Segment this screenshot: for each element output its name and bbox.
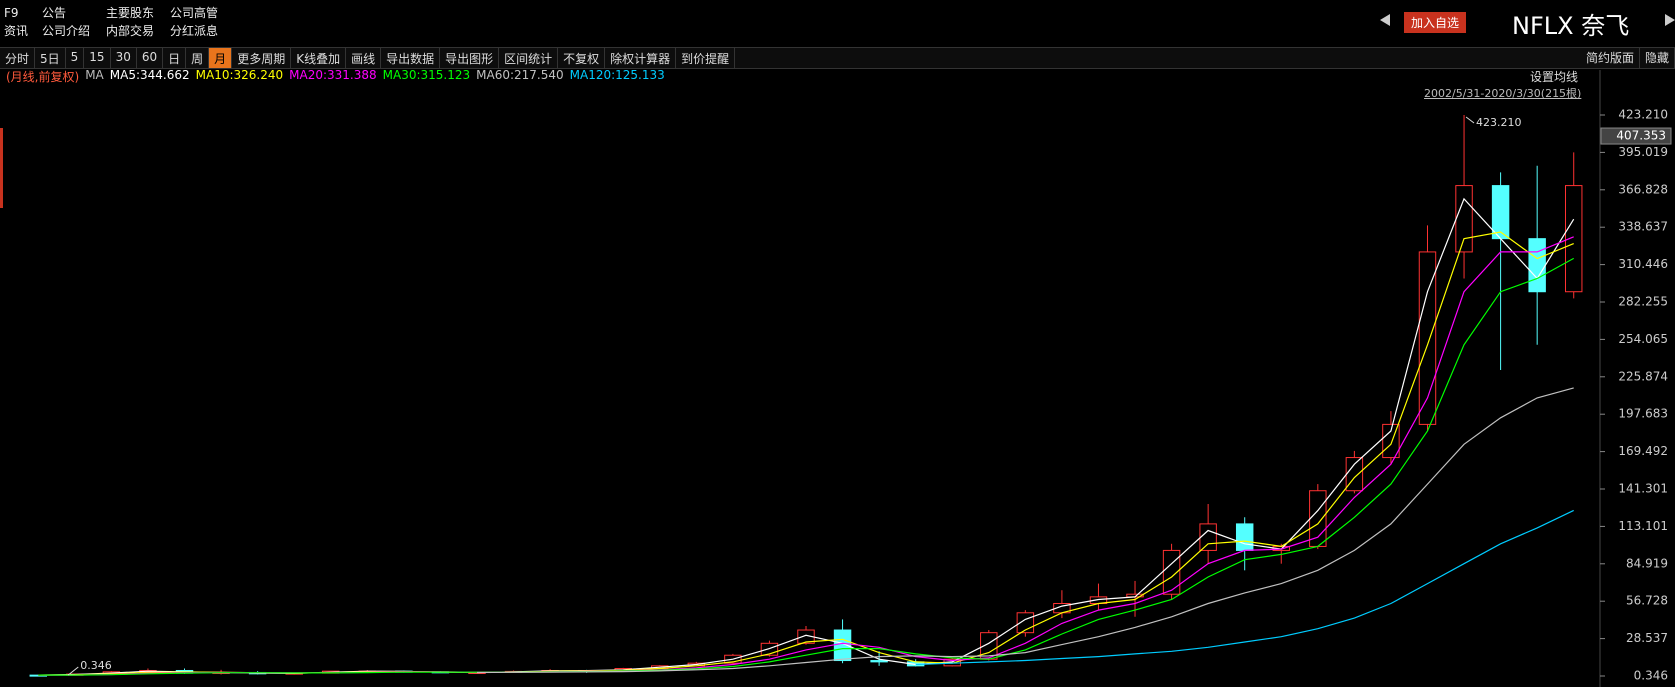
nav-col: F9 资讯	[4, 4, 28, 40]
y-tick-label: 366.828	[1618, 182, 1668, 196]
y-tick-label: 169.492	[1618, 444, 1668, 458]
toolbar-button[interactable]: 到价提醒	[676, 48, 736, 68]
min-pointer	[67, 666, 79, 676]
toolbar-button[interactable]: 15	[84, 48, 111, 68]
ma-line	[38, 236, 1574, 676]
y-tick-label: 84.919	[1626, 556, 1668, 570]
candle-body	[1564, 185, 1583, 293]
toolbar-button[interactable]: 区间统计	[499, 48, 559, 68]
max-label: 423.210	[1476, 116, 1522, 129]
toolbar-button[interactable]: 分时	[0, 48, 36, 68]
toolbar-right: 简约版面 隐藏	[1581, 47, 1675, 68]
candle-body	[870, 660, 888, 663]
legend-entry: MA60:217.540	[476, 68, 564, 82]
toolbar-button[interactable]: 月	[209, 48, 233, 68]
period-label: (月线,前复权)	[6, 70, 80, 84]
toolbar-button[interactable]: 60	[137, 48, 164, 68]
candle-body	[1309, 490, 1327, 547]
y-tick-label: 282.255	[1618, 295, 1668, 309]
legend-entry: MA30:315.123	[382, 68, 471, 82]
toolbar-button[interactable]: 30	[111, 48, 137, 68]
toolbar-button[interactable]: 导出数据	[381, 48, 441, 68]
y-tick-label: 423.210	[1618, 108, 1668, 122]
toolbar-button[interactable]: 隐藏	[1640, 47, 1675, 68]
max-pointer	[1465, 116, 1475, 124]
ma-settings[interactable]: 设置均线	[1530, 70, 1579, 84]
ma-line	[38, 231, 1574, 676]
y-tick-label: 197.683	[1618, 407, 1668, 421]
legend: (月线,前复权) MA MA5:344.662 MA10:326.240 MA20:33…	[6, 68, 665, 85]
y-tick-label: 225.874	[1618, 369, 1668, 383]
toolbar-button[interactable]: 更多周期	[232, 48, 292, 68]
toolbar-button[interactable]: 5	[66, 48, 85, 68]
y-tick-label: 338.637	[1618, 220, 1668, 234]
nav-link[interactable]: F9	[4, 6, 19, 20]
toolbar-button[interactable]: 不复权	[558, 48, 606, 68]
y-tick-label: 310.446	[1618, 257, 1668, 271]
y-tick-label: 141.301	[1618, 481, 1668, 495]
nav-link[interactable]: 公司高管	[170, 6, 219, 20]
toolbar-button[interactable]: 简约版面	[1581, 47, 1640, 68]
add-watchlist[interactable]: 加入自选	[1404, 12, 1467, 33]
candle-body	[1199, 523, 1217, 551]
nav-col: 主要股东 内部交易	[106, 4, 154, 40]
y-tick-label: 0.346	[1634, 669, 1668, 683]
toolbar-button[interactable]: 除权计算器	[605, 48, 677, 68]
min-label: 0.346	[80, 659, 112, 672]
ma-line	[476, 387, 1574, 674]
nav-col: 公告 公司介绍	[42, 4, 90, 40]
candle-body	[1162, 549, 1181, 595]
candle-body	[1491, 185, 1510, 240]
ma-line	[915, 509, 1574, 666]
y-tick-label: 28.537	[1626, 631, 1668, 645]
date-range: 2002/5/31-2020/3/30(215根)	[1424, 87, 1582, 100]
nav-link[interactable]: 分红派息	[170, 24, 219, 38]
ma-label: MA	[85, 68, 104, 82]
y-tick-label: 395.019	[1618, 145, 1668, 159]
toolbar-button[interactable]: 画线	[346, 48, 382, 68]
toolbar-button[interactable]: K线叠加	[291, 48, 347, 68]
toolbar-button[interactable]: 周	[186, 48, 210, 68]
candle-body	[1455, 185, 1473, 253]
ma-line	[38, 257, 1574, 676]
candle-body	[1235, 523, 1254, 551]
legend-entry: MA20:331.388	[289, 68, 377, 82]
nav-link[interactable]: 公告	[42, 6, 67, 20]
legend-entry: MA120:125.133	[569, 68, 665, 82]
price-tag-box	[1600, 127, 1672, 145]
nav-col: 公司高管 分红派息	[170, 4, 218, 40]
toolbar-button[interactable]: 日	[163, 48, 187, 68]
price-tag: 407.353	[1616, 129, 1666, 143]
nav-link[interactable]: 公司介绍	[42, 24, 91, 38]
nav-link[interactable]: 资讯	[4, 24, 29, 38]
prev-arrow[interactable]	[1380, 14, 1390, 26]
toolbar-button[interactable]: 导出图形	[440, 48, 500, 68]
toolbar: 分时 5日 5 15 30 60 日周月更多周期 K线叠加 画线 导出数据 导出图形 区间统计 不复权除…	[0, 47, 1675, 69]
ma-line	[38, 197, 1575, 676]
candle-body	[760, 642, 779, 656]
legend-entry: MA10:326.240	[195, 68, 284, 82]
ticker: NFLX 奈飞	[1512, 12, 1630, 40]
y-tick-label: 254.065	[1618, 332, 1668, 346]
legend-entry: MA5:344.662	[109, 68, 190, 82]
toolbar-button[interactable]: 5日	[35, 48, 66, 68]
nav-link[interactable]: 主要股东	[106, 6, 155, 20]
candle-body	[1528, 238, 1546, 293]
next-arrow[interactable]	[1665, 14, 1675, 26]
side-marker	[0, 128, 3, 208]
y-tick-label: 56.728	[1626, 594, 1668, 608]
y-tick-label: 113.101	[1618, 519, 1668, 533]
nav-link[interactable]: 内部交易	[106, 24, 155, 38]
candle-body	[1418, 251, 1437, 425]
